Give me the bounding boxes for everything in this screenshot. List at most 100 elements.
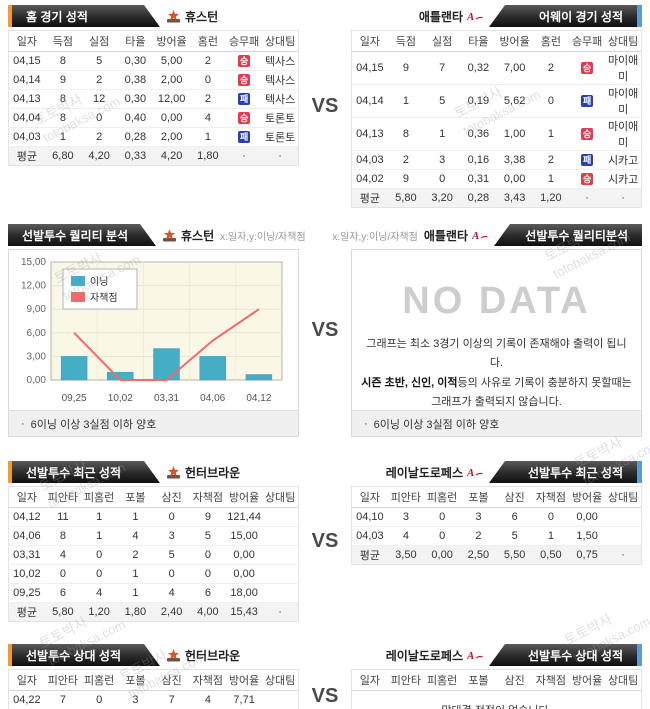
- column-header: 자책점: [532, 486, 569, 508]
- table-row: 04,12 11 1 1 0 9 121,44: [8, 507, 299, 527]
- table-cell: 5: [153, 545, 190, 565]
- table-cell: 0: [532, 507, 569, 527]
- average-row: 평균 5,80 3,20 0,28 3,43 1,20 · ·: [351, 188, 642, 208]
- loss-badge: 패: [238, 93, 251, 106]
- table-cell: 12: [81, 89, 118, 109]
- houston-team-icon: [167, 9, 180, 22]
- table-cell: 승: [569, 117, 606, 151]
- table-cell: 텍사스: [262, 51, 299, 71]
- quality-chart-svg: 0,00 3,00 6,00 9,00 12,00 15,00 09,25 10,02 03,3…: [21, 257, 283, 404]
- table-cell: 패: [569, 84, 606, 118]
- column-header: 상대팀: [605, 486, 642, 508]
- atlanta-team-icon: A: [467, 650, 483, 661]
- table-row: 04,15 9 7 0,32 7,00 2 승 마이애미: [351, 51, 642, 85]
- table-cell: 9: [387, 169, 424, 189]
- table-cell: 3: [153, 526, 190, 546]
- table-cell: 8: [44, 108, 81, 128]
- no-data-text: 그래프는 최소 3경기 이상의 기록이 존재해야 출력이 됩니다. 시즌 초반,…: [352, 335, 641, 412]
- pitcher-label: 레이날도로페스 A: [380, 461, 489, 483]
- table-cell: 0,36: [460, 117, 497, 151]
- table-cell: 2: [189, 51, 226, 71]
- table-cell: 121,44: [226, 507, 263, 527]
- blue-accent: [637, 644, 642, 666]
- table-cell: 0,31: [460, 169, 497, 189]
- column-header: 상대팀: [262, 486, 299, 508]
- table-cell: 1,00: [496, 117, 533, 151]
- table-cell: 1,80: [189, 146, 226, 166]
- table-cell: 0,19: [460, 84, 497, 118]
- table-cell: 0,32: [460, 51, 497, 85]
- table-cell: 6,80: [44, 146, 81, 166]
- atlanta-team-icon: A: [467, 11, 483, 22]
- table-header-row: 일자 피안타 피홈런 포볼 삼진 자책점 방어율 상대팀: [8, 669, 299, 691]
- table-cell: 5,80: [44, 602, 81, 622]
- table-cell: 04,03: [351, 526, 388, 546]
- orange-accent: [8, 5, 12, 27]
- team-label: 휴스턴: [160, 5, 224, 27]
- table-cell: 패: [226, 89, 263, 109]
- home-games-table: 일자 득점 실점 타율 방어율 홈런 승무패 상대팀 04,15 8 5 0,30 5,00 2 승 텍사스 0…: [8, 30, 299, 166]
- table-row: 10,02 0 0 1 0 0 0,00: [8, 564, 299, 584]
- table-cell: 09,25: [8, 583, 45, 603]
- quality-right-header: x:일자,y:이닝/자책점 애틀랜타 A 선발투수 퀄리티분석: [332, 224, 642, 246]
- table-cell: 0,00: [569, 507, 606, 527]
- table-cell: 03,31: [8, 545, 45, 565]
- table-cell: 04,15: [8, 51, 45, 71]
- vs-left-column: 선발투수 상대 성적 헌터브라운 일자 피안타 피홈런 포볼 삼진 자책점 방어율 상대팀 04…: [8, 644, 299, 709]
- table-cell: 0: [81, 690, 118, 709]
- atlanta-team-icon: A: [467, 467, 483, 478]
- table-cell: 4: [153, 583, 190, 603]
- table-cell: 04,10: [351, 507, 388, 527]
- table-cell: 04,03: [8, 127, 45, 147]
- svg-text:15,00: 15,00: [21, 257, 46, 268]
- table-cell: 0: [189, 564, 226, 584]
- vs-title-banner: 선발투수 상대 성적: [489, 644, 637, 666]
- table-cell: 2: [460, 526, 497, 546]
- table-cell: 마이애미: [605, 51, 642, 85]
- atlanta-team-icon: A: [472, 230, 488, 241]
- pitcher-name: 헌터브라운: [185, 648, 241, 663]
- table-cell: 0,30: [117, 51, 154, 71]
- table-row: 04,04 8 0 0,40 0,00 4 승 토론토: [8, 108, 299, 128]
- table-row: 04,03 4 0 2 5 1 1,50: [351, 526, 642, 546]
- table-cell: 2,00: [153, 127, 190, 147]
- column-header: 삼진: [496, 669, 533, 691]
- table-cell: 4: [81, 583, 118, 603]
- table-cell: 04,15: [351, 51, 388, 85]
- table-cell: 0,38: [117, 70, 154, 90]
- quality-title-banner: 선발투수 퀄리티 분석: [8, 224, 156, 246]
- vs-label: VS: [311, 684, 339, 707]
- pitcher-name: 레이날도로페스: [385, 465, 463, 480]
- table-cell: 0,33: [117, 146, 154, 166]
- table-cell: ·: [605, 545, 642, 565]
- section-recent-records: 선발투수 최근 성적 헌터브라운 일자 피안타 피홈런 포볼 삼진 자책점 방어율 상대팀 04…: [8, 461, 642, 622]
- table-cell: [262, 583, 299, 603]
- column-header: 피안타: [387, 669, 424, 691]
- table-cell: 11: [44, 507, 81, 527]
- svg-text:3,00: 3,00: [27, 351, 47, 362]
- axis-note: x:일자,y:이닝/자책점: [220, 231, 306, 243]
- svg-text:자책점: 자책점: [90, 292, 118, 304]
- team-name: 애틀랜타: [418, 9, 463, 24]
- table-cell: 1: [81, 507, 118, 527]
- table-cell: 10,02: [8, 564, 45, 584]
- table-cell: 2,40: [153, 602, 190, 622]
- table-cell: 2,00: [153, 70, 190, 90]
- svg-text:09,25: 09,25: [62, 393, 87, 404]
- recent-right-column: 레이날도로페스 A 선발투수 최근 성적 일자 피안타 피홈런 포볼 삼진 자책점 방어율 상…: [351, 461, 642, 565]
- column-header: 방어율: [226, 669, 263, 691]
- table-cell: 3: [460, 507, 497, 527]
- vs-right-column: 레이날도로페스 A 선발투수 상대 성적 일자 피안타 피홈런 포볼 삼진 자책점 방어율 상…: [351, 644, 642, 709]
- table-cell: 토론토: [262, 108, 299, 128]
- table-cell: 3: [424, 150, 461, 170]
- column-header: 자책점: [189, 669, 226, 691]
- table-cell: 평균: [8, 146, 45, 166]
- recent-right-table: 일자 피안타 피홈런 포볼 삼진 자책점 방어율 상대팀 04,10 3 0 3 6 0 0,00 04,03…: [351, 486, 642, 565]
- table-cell: 토론토: [262, 127, 299, 147]
- section-vs-records: 선발투수 상대 성적 헌터브라운 일자 피안타 피홈런 포볼 삼진 자책점 방어율 상대팀 04…: [8, 644, 642, 709]
- pitcher-label: 헌터브라운: [160, 644, 246, 666]
- column-header: 타율: [117, 30, 154, 52]
- table-cell: 15,43: [226, 602, 263, 622]
- table-cell: 2: [81, 127, 118, 147]
